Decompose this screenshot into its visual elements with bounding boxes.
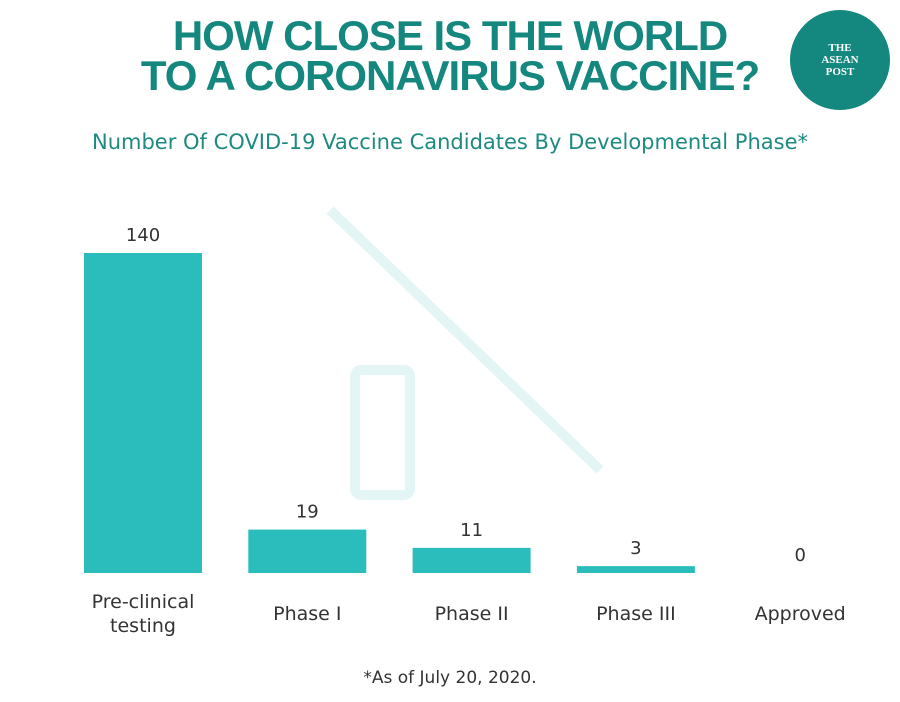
value-label: 19	[296, 502, 319, 523]
bar	[84, 253, 202, 573]
chart-subtitle: Number Of COVID-19 Vaccine Candidates By…	[91, 130, 809, 154]
value-label: 0	[794, 545, 805, 566]
x-tick-label: Approved	[754, 603, 846, 625]
watermark	[326, 206, 604, 500]
footnote: *As of July 20, 2020.	[363, 668, 537, 688]
value-label: 140	[126, 225, 160, 246]
value-label: 3	[630, 538, 641, 559]
bar	[412, 547, 531, 573]
bar	[248, 529, 367, 573]
value-label: 11	[460, 520, 483, 541]
x-tick-label: Pre-clinical testing	[91, 591, 195, 637]
x-tick-label: Phase II	[434, 603, 509, 625]
logo: THE ASEAN POST	[790, 10, 890, 110]
chart-title: HOW CLOSE IS THE WORLD TO A CORONAVIRUS …	[140, 12, 760, 99]
x-tick-label: Phase I	[273, 603, 342, 625]
bar	[576, 566, 695, 573]
x-tick-label: Phase III	[596, 603, 676, 625]
